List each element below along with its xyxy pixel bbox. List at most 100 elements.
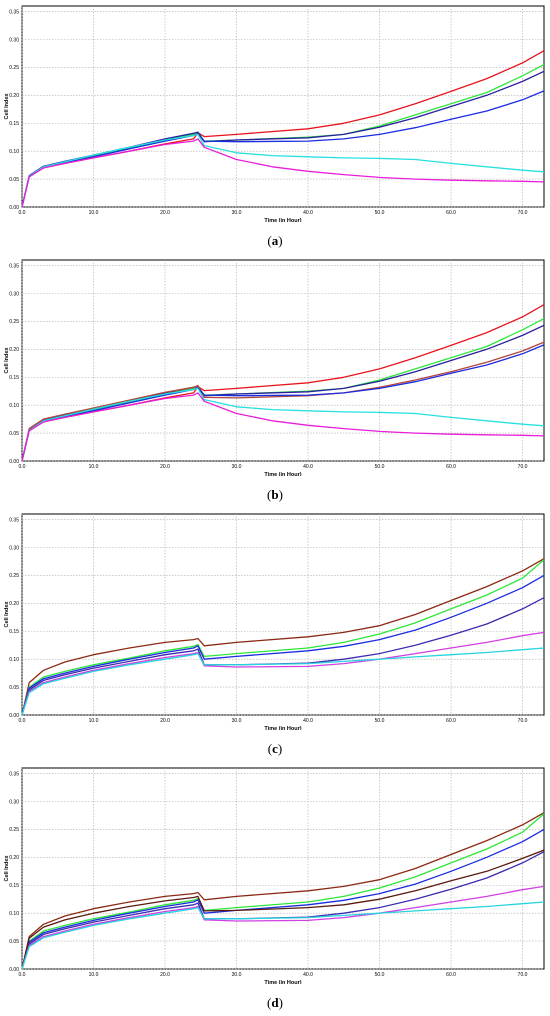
y-tick-label: 0.20	[9, 601, 19, 607]
y-tick-label: 0.20	[9, 347, 19, 353]
x-tick-label: 40.0	[303, 718, 313, 724]
series-line	[21, 885, 545, 970]
y-tick-label: 0.05	[9, 939, 19, 945]
x-tick-label: 30.0	[232, 718, 242, 724]
series-line	[21, 631, 545, 716]
x-tick-label: 30.0	[232, 210, 242, 216]
y-tick-label: 0.10	[9, 657, 19, 663]
caption-b-letter: b	[271, 487, 279, 502]
caption-b: (b)	[267, 487, 283, 502]
y-tick-label: 0.15	[9, 375, 19, 381]
caption-c: (c)	[267, 741, 283, 756]
series-line	[21, 559, 545, 716]
y-tick-label: 0.35	[9, 517, 19, 523]
x-axis-label: Time (in Hour)	[264, 980, 301, 984]
y-tick-label: 0.35	[9, 9, 19, 15]
x-tick-label: 30.0	[232, 464, 242, 470]
series-line	[21, 387, 545, 462]
x-axis-label: Time (in Hour)	[264, 218, 301, 222]
y-tick-label: 0.25	[9, 319, 19, 325]
y-axis-label: Cell Index	[4, 855, 10, 882]
series-line	[21, 647, 545, 716]
chart-panel-c: 0.00 0.05 0.10 0.15 0.20 0.25 0.30 0.35 0.0 10.0 2…	[0, 508, 550, 730]
caption-d-letter: d	[271, 995, 279, 1010]
y-tick-label: 0.15	[9, 883, 19, 889]
plot-area	[21, 513, 545, 716]
y-tick-label: 0.15	[9, 629, 19, 635]
series-line	[21, 828, 545, 970]
x-tick-label: 50.0	[375, 464, 385, 470]
plot-area	[21, 5, 545, 208]
chart-panel-a: 0.00 0.05 0.10 0.15 0.20 0.25 0.30 0.35 0.0 10.0 2…	[0, 0, 550, 222]
caption-d: (d)	[267, 995, 283, 1010]
y-tick-label: 0.15	[9, 121, 19, 127]
x-tick-label: 20.0	[160, 972, 170, 978]
y-tick-label: 0.30	[9, 799, 19, 805]
plot-area	[21, 259, 545, 462]
y-axis-label: Cell Index	[4, 601, 10, 628]
x-tick-label: 60.0	[446, 972, 456, 978]
caption-a-letter: a	[271, 233, 279, 248]
x-axis-label: Time (in Hour)	[264, 472, 301, 476]
y-tick-label: 0.20	[9, 93, 19, 99]
caption-a: (a)	[267, 233, 283, 248]
x-tick-label: 20.0	[160, 210, 170, 216]
x-tick-label: 20.0	[160, 464, 170, 470]
x-tick-label: 0.0	[19, 972, 26, 978]
series-line	[21, 901, 545, 970]
x-tick-label: 70.0	[518, 972, 528, 978]
x-tick-label: 10.0	[89, 718, 99, 724]
x-tick-label: 10.0	[89, 972, 99, 978]
y-tick-label: 0.35	[9, 771, 19, 777]
x-axis-label: Time (in Hour)	[264, 726, 301, 730]
y-tick-label: 0.20	[9, 855, 19, 861]
caption-c-letter: c	[272, 741, 278, 756]
x-tick-label: 40.0	[303, 210, 313, 216]
y-tick-label: 0.00	[9, 713, 19, 719]
x-tick-label: 40.0	[303, 464, 313, 470]
x-tick-label: 0.0	[19, 464, 26, 470]
y-tick-label: 0.25	[9, 65, 19, 71]
chart-svg: 0.00 0.05 0.10 0.15 0.20 0.25 0.30 0.35 0.0 10.0 2…	[4, 767, 545, 984]
x-tick-label: 70.0	[518, 718, 528, 724]
y-tick-label: 0.30	[9, 545, 19, 551]
x-tick-label: 60.0	[446, 718, 456, 724]
x-tick-label: 60.0	[446, 464, 456, 470]
y-tick-label: 0.00	[9, 967, 19, 973]
y-tick-label: 0.25	[9, 827, 19, 833]
chart-panel-b: 0.00 0.05 0.10 0.15 0.20 0.25 0.30 0.35 0.0 10.0 2…	[0, 254, 550, 476]
x-tick-label: 10.0	[89, 210, 99, 216]
y-tick-label: 0.10	[9, 149, 19, 155]
x-tick-label: 10.0	[89, 464, 99, 470]
chart-svg: 0.00 0.05 0.10 0.15 0.20 0.25 0.30 0.35 0.0 10.0 2…	[4, 5, 545, 222]
x-tick-label: 0.0	[19, 210, 26, 216]
x-tick-label: 60.0	[446, 210, 456, 216]
y-tick-label: 0.10	[9, 911, 19, 917]
chart-svg: 0.00 0.05 0.10 0.15 0.20 0.25 0.30 0.35 0.0 10.0 2…	[4, 513, 545, 730]
chart-svg: 0.00 0.05 0.10 0.15 0.20 0.25 0.30 0.35 0.0 10.0 2…	[4, 259, 545, 476]
series-line	[21, 341, 545, 462]
y-tick-label: 0.05	[9, 685, 19, 691]
chart-panel-d: 0.00 0.05 0.10 0.15 0.20 0.25 0.30 0.35 0.0 10.0 2…	[0, 762, 550, 984]
y-tick-label: 0.10	[9, 403, 19, 409]
series-line	[21, 812, 545, 970]
plot-area	[21, 767, 545, 970]
x-tick-label: 70.0	[518, 210, 528, 216]
x-tick-label: 50.0	[375, 210, 385, 216]
x-tick-label: 30.0	[232, 972, 242, 978]
x-tick-label: 50.0	[375, 972, 385, 978]
y-tick-label: 0.30	[9, 291, 19, 297]
series-line	[21, 849, 545, 970]
y-tick-label: 0.05	[9, 431, 19, 437]
y-tick-label: 0.30	[9, 37, 19, 43]
x-tick-label: 20.0	[160, 718, 170, 724]
y-tick-label: 0.05	[9, 177, 19, 183]
series-line	[21, 558, 545, 716]
series-line	[21, 133, 545, 208]
y-tick-label: 0.25	[9, 573, 19, 579]
y-tick-label: 0.00	[9, 459, 19, 465]
x-tick-label: 70.0	[518, 464, 528, 470]
x-tick-label: 50.0	[375, 718, 385, 724]
y-tick-label: 0.00	[9, 205, 19, 211]
x-tick-label: 0.0	[19, 718, 26, 724]
